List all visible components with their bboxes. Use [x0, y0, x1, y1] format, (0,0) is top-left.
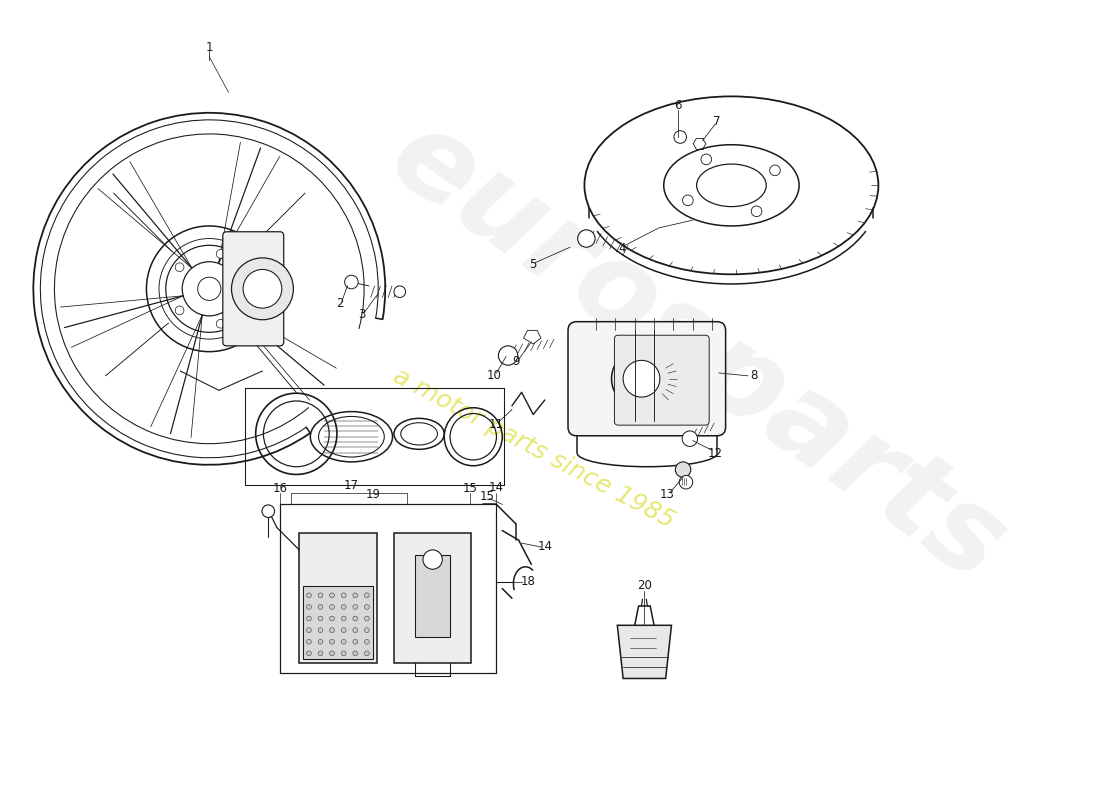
Circle shape [341, 639, 346, 644]
Circle shape [318, 628, 323, 633]
Circle shape [701, 154, 712, 165]
Text: 14: 14 [490, 481, 504, 494]
Text: 14: 14 [537, 541, 552, 554]
Circle shape [307, 593, 311, 598]
Text: 11: 11 [490, 418, 504, 430]
Text: 5: 5 [529, 258, 537, 271]
Text: 18: 18 [521, 575, 536, 588]
FancyBboxPatch shape [615, 335, 710, 425]
Text: eurosparts: eurosparts [368, 98, 1026, 606]
Text: 9: 9 [512, 355, 519, 368]
Text: 12: 12 [707, 446, 723, 460]
Circle shape [344, 275, 359, 289]
Circle shape [353, 651, 358, 656]
Polygon shape [394, 534, 471, 663]
Circle shape [353, 593, 358, 598]
Circle shape [498, 346, 518, 365]
Circle shape [364, 593, 370, 598]
Circle shape [330, 593, 334, 598]
Circle shape [341, 651, 346, 656]
Circle shape [353, 605, 358, 610]
Polygon shape [299, 534, 376, 663]
Text: 17: 17 [344, 478, 359, 491]
Circle shape [242, 285, 251, 293]
Circle shape [341, 616, 346, 621]
Circle shape [364, 639, 370, 644]
Circle shape [394, 286, 406, 298]
Circle shape [243, 270, 282, 308]
Circle shape [307, 639, 311, 644]
Circle shape [341, 605, 346, 610]
Text: 3: 3 [359, 309, 365, 322]
Circle shape [364, 651, 370, 656]
Circle shape [675, 462, 691, 478]
Circle shape [307, 616, 311, 621]
Text: 4: 4 [618, 242, 626, 254]
Polygon shape [617, 626, 671, 678]
Circle shape [175, 263, 184, 271]
Text: 15: 15 [463, 482, 477, 495]
Text: 19: 19 [366, 488, 382, 502]
Circle shape [679, 475, 693, 489]
Circle shape [578, 230, 595, 247]
Text: 7: 7 [713, 115, 721, 128]
Circle shape [330, 628, 334, 633]
Circle shape [353, 628, 358, 633]
Circle shape [330, 605, 334, 610]
Circle shape [364, 616, 370, 621]
Text: 15: 15 [480, 490, 494, 503]
Circle shape [217, 250, 226, 258]
Circle shape [330, 651, 334, 656]
Text: 2: 2 [337, 297, 343, 310]
Circle shape [262, 505, 275, 518]
Circle shape [175, 306, 184, 314]
Circle shape [623, 360, 660, 397]
Circle shape [353, 639, 358, 644]
Circle shape [341, 593, 346, 598]
Circle shape [318, 593, 323, 598]
Circle shape [307, 651, 311, 656]
Circle shape [364, 605, 370, 610]
Circle shape [683, 195, 693, 206]
Polygon shape [524, 330, 541, 344]
Circle shape [330, 639, 334, 644]
FancyBboxPatch shape [568, 322, 726, 436]
Circle shape [307, 605, 311, 610]
Bar [415, 554, 450, 637]
Circle shape [424, 550, 442, 570]
Circle shape [318, 651, 323, 656]
Circle shape [674, 130, 686, 143]
Text: 8: 8 [750, 370, 757, 382]
Circle shape [198, 278, 221, 301]
Circle shape [341, 628, 346, 633]
Text: 6: 6 [674, 98, 682, 111]
Circle shape [307, 628, 311, 633]
Circle shape [751, 206, 762, 217]
FancyBboxPatch shape [223, 232, 284, 346]
Text: 10: 10 [487, 370, 502, 382]
Circle shape [353, 616, 358, 621]
Circle shape [231, 258, 294, 320]
Text: 16: 16 [273, 482, 287, 495]
Polygon shape [304, 586, 373, 659]
Text: 20: 20 [637, 579, 652, 592]
Circle shape [770, 165, 780, 176]
Circle shape [330, 616, 334, 621]
Circle shape [364, 628, 370, 633]
Text: 1: 1 [206, 41, 213, 54]
Circle shape [682, 431, 697, 446]
Circle shape [217, 319, 226, 328]
Circle shape [318, 616, 323, 621]
Circle shape [318, 605, 323, 610]
Text: 13: 13 [659, 488, 674, 502]
Text: a motor parts since 1985: a motor parts since 1985 [388, 364, 678, 533]
Circle shape [612, 349, 671, 409]
Circle shape [318, 639, 323, 644]
